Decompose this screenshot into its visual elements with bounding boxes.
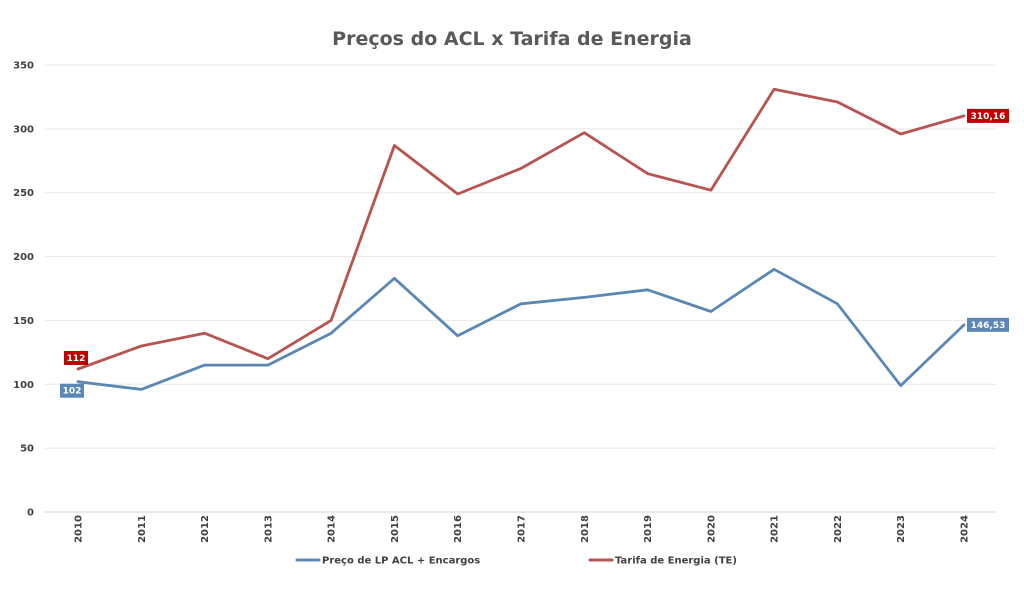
x-tick-label: 2015 [390, 515, 401, 543]
data-label: 146,53 [971, 321, 1006, 331]
legend-label: Tarifa de Energia (TE) [615, 556, 737, 567]
x-tick-label: 2020 [706, 515, 717, 543]
y-axis: 0 50 100 150 200 250 300 350 [13, 61, 34, 519]
x-tick-label: 2021 [770, 515, 781, 543]
y-tick-label: 200 [13, 252, 34, 263]
legend-label: Preço de LP ACL + Encargos [322, 556, 480, 567]
series-line-1 [76, 87, 966, 371]
x-tick-label: 2012 [200, 515, 211, 543]
legend: Preço de LP ACL + Encargos Tarifa de Ener… [295, 556, 737, 567]
x-tick-label: 2018 [580, 515, 591, 543]
x-tick-label: 2019 [643, 515, 654, 543]
data-label-box [60, 383, 84, 398]
x-tick-label: 2023 [896, 515, 907, 543]
data-label: 102 [63, 387, 82, 397]
series-lines [76, 87, 966, 391]
data-label: 112 [67, 354, 86, 364]
x-tick-label: 2010 [74, 515, 85, 543]
y-tick-label: 50 [20, 444, 34, 455]
y-tick-label: 350 [13, 61, 34, 72]
data-label-box [967, 317, 1009, 332]
y-tick-label: 0 [27, 508, 34, 519]
y-tick-label: 150 [13, 316, 34, 327]
data-label: 310,16 [971, 112, 1006, 122]
y-tick-label: 100 [13, 380, 34, 391]
x-tick-label: 2024 [960, 515, 971, 543]
data-labels: 102 146,53 112 310,16 [60, 108, 1009, 398]
x-tick-label: 2016 [453, 515, 464, 543]
x-tick-label: 2013 [263, 515, 274, 543]
x-tick-label: 2011 [137, 515, 148, 543]
data-label-box [967, 108, 1009, 123]
y-tick-label: 250 [13, 188, 34, 199]
x-axis: 2010 2011 2012 2013 2014 2015 2016 2017 2018 2019… [74, 515, 971, 543]
series-line-0 [76, 267, 966, 391]
x-tick-label: 2022 [833, 515, 844, 543]
y-tick-label: 300 [13, 124, 34, 135]
x-tick-label: 2014 [327, 515, 338, 543]
gridlines [45, 64, 996, 513]
data-label-box [64, 350, 88, 365]
chart-title: Preços do ACL x Tarifa de Energia [332, 28, 692, 50]
x-tick-label: 2017 [517, 515, 528, 543]
